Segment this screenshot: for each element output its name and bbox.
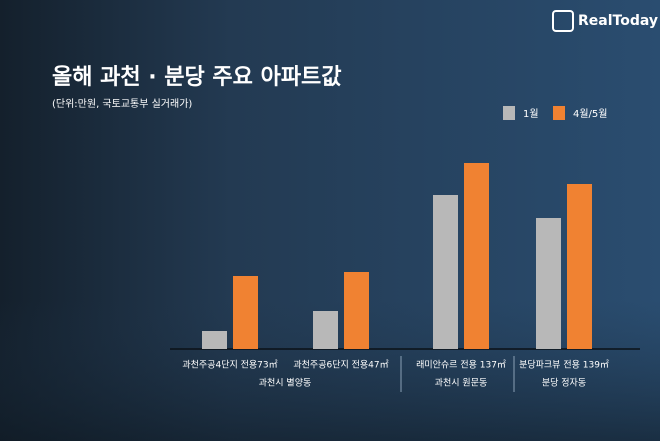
legend-label: 1월	[523, 108, 539, 120]
bar	[344, 272, 369, 349]
group-label: 분당 정자동	[542, 378, 586, 389]
logo-icon	[552, 10, 574, 32]
legend-swatch	[503, 106, 515, 120]
x-tick-label: 분당파크뷰 전용 139㎡	[519, 360, 609, 371]
legend-label: 4월/5월	[573, 108, 608, 120]
bar	[536, 218, 561, 349]
bar	[202, 331, 227, 349]
x-tick-label: 과천주공6단지 전용47㎡	[293, 360, 388, 371]
chart-title: 올해 과천 · 분당 주요 아파트값	[52, 65, 342, 90]
group-label: 과천시 별양동	[259, 378, 312, 389]
bar	[313, 311, 338, 349]
x-tick-label: 과천주공4단지 전용73㎡	[182, 360, 277, 371]
bar	[464, 163, 489, 349]
chart-subtitle: (단위:만원, 국토교통부 실거래가)	[52, 97, 192, 110]
x-tick-label: 래미안슈르 전용 137㎡	[416, 360, 506, 371]
bar	[567, 184, 592, 349]
bar	[433, 195, 458, 349]
brand: RealToday	[578, 13, 658, 29]
bar	[233, 276, 258, 349]
group-label: 과천시 원문동	[435, 378, 488, 389]
legend-swatch	[553, 106, 565, 120]
